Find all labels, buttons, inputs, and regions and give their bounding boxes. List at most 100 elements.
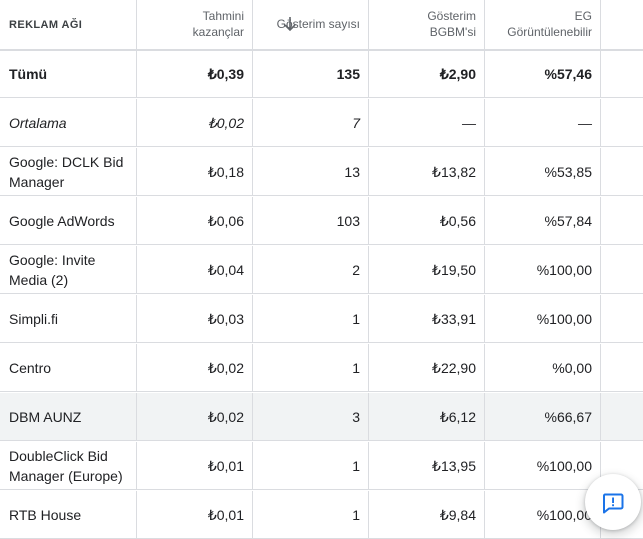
cell-impressions: 1 (253, 491, 369, 539)
cell-impressions: 3 (253, 393, 369, 441)
cell-impressions: 1 (253, 442, 369, 490)
cell-viewable-value: %53,85 (544, 164, 592, 180)
cell-rpm-value: ₺13,95 (432, 458, 476, 474)
cell-earnings: ₺0,18 (137, 148, 253, 196)
cell-earnings-value: ₺0,02 (207, 409, 244, 425)
cell-impressions-value: 1 (352, 360, 360, 376)
cell-name-value: RTB House (9, 507, 82, 523)
cell-viewable: — (485, 99, 601, 147)
cell-earnings-value: ₺0,04 (207, 262, 244, 278)
column-header-rpm[interactable]: Gösterim BGBM'si (369, 0, 485, 49)
cell-rpm-value: ₺19,50 (432, 262, 476, 278)
total-row[interactable]: Tümü ₺0,39 135 ₺2,90 %57,46 (0, 50, 643, 98)
cell-earnings-value: ₺0,06 (207, 213, 244, 229)
cell-impressions-value: 135 (336, 66, 360, 82)
cell-viewable: %100,00 (485, 246, 601, 294)
cell-rpm-value: — (462, 115, 476, 131)
cell-name-value: Ortalama (9, 115, 67, 131)
feedback-icon (603, 493, 624, 514)
cell-name-value: Google: Invite Media (2) (9, 252, 96, 288)
cell-viewable-value: — (578, 115, 592, 131)
cell-viewable-value: %66,67 (544, 409, 592, 425)
table-row[interactable]: Google AdWords ₺0,06 103 ₺0,56 %57,84 (0, 197, 643, 245)
table-row[interactable]: Simpli.fi ₺0,03 1 ₺33,91 %100,00 (0, 295, 643, 343)
column-header-earnings-label: Tahmini kazançlar (192, 9, 244, 39)
cell-earnings: ₺0,01 (137, 442, 253, 490)
cell-viewable: %100,00 (485, 491, 601, 539)
cell-impressions-value: 7 (352, 115, 360, 131)
column-header-rpm-label: Gösterim BGBM'si (427, 9, 476, 39)
cell-name-value: Google: DCLK Bid Manager (9, 154, 124, 190)
cell-earnings-value: ₺0,02 (207, 360, 244, 376)
cell-earnings: ₺0,03 (137, 295, 253, 343)
cell-rpm-value: ₺6,12 (439, 409, 476, 425)
cell-viewable: %66,67 (485, 393, 601, 441)
cell-earnings: ₺0,02 (137, 344, 253, 392)
cell-name-value: Simpli.fi (9, 311, 59, 327)
cell-rpm-value: ₺2,90 (439, 66, 476, 82)
cell-earnings: ₺0,01 (137, 491, 253, 539)
arrow-downward-icon[interactable] (282, 14, 298, 34)
cell-rpm: ₺13,82 (369, 148, 485, 196)
cell-name: DBM AUNZ (0, 393, 137, 441)
cell-viewable-value: %57,46 (544, 66, 592, 82)
cell-impressions: 2 (253, 246, 369, 294)
cell-name-value: DoubleClick Bid Manager (Europe) (9, 448, 123, 484)
cell-name: Google: DCLK Bid Manager (0, 148, 137, 196)
cell-name: DoubleClick Bid Manager (Europe) (0, 442, 137, 490)
cell-earnings-value: ₺0,39 (207, 66, 244, 82)
column-header-viewable-label: EG Görüntülenebilir (507, 9, 592, 39)
cell-earnings-value: ₺0,02 (207, 115, 244, 131)
cell-impressions-value: 1 (352, 311, 360, 327)
cell-name: Tümü (0, 50, 137, 98)
cell-name-value: Tümü (9, 66, 48, 82)
cell-earnings: ₺0,02 (137, 99, 253, 147)
cell-rpm: ₺9,84 (369, 491, 485, 539)
table-row[interactable]: Google: DCLK Bid Manager ₺0,18 13 ₺13,82 %53… (0, 148, 643, 196)
column-header-viewable[interactable]: EG Görüntülenebilir (485, 0, 601, 49)
feedback-button[interactable] (585, 474, 641, 530)
cell-viewable-value: %100,00 (536, 507, 592, 523)
cell-impressions: 103 (253, 197, 369, 245)
table-row[interactable]: DoubleClick Bid Manager (Europe) ₺0,01 1 ₺1… (0, 442, 643, 490)
column-header-network[interactable]: REKLAM AĞI (0, 0, 137, 49)
cell-rpm: ₺13,95 (369, 442, 485, 490)
cell-rpm: ₺2,90 (369, 50, 485, 98)
table-row[interactable]: DBM AUNZ ₺0,02 3 ₺6,12 %66,67 (0, 393, 643, 441)
cell-rpm-value: ₺33,91 (432, 311, 476, 327)
cell-rpm-value: ₺22,90 (432, 360, 476, 376)
table-row[interactable]: Centro ₺0,02 1 ₺22,90 %0,00 (0, 344, 643, 392)
cell-viewable-value: %57,84 (544, 213, 592, 229)
cell-earnings-value: ₺0,01 (207, 458, 244, 474)
cell-impressions: 135 (253, 50, 369, 98)
cell-earnings: ₺0,39 (137, 50, 253, 98)
cell-rpm-value: ₺13,82 (432, 164, 476, 180)
cell-impressions: 7 (253, 99, 369, 147)
cell-viewable: %57,84 (485, 197, 601, 245)
cell-earnings: ₺0,02 (137, 393, 253, 441)
cell-viewable: %53,85 (485, 148, 601, 196)
table-row[interactable]: Google: Invite Media (2) ₺0,04 2 ₺19,50 %100… (0, 246, 643, 294)
cell-impressions-value: 1 (352, 458, 360, 474)
cell-earnings: ₺0,06 (137, 197, 253, 245)
cell-viewable: %100,00 (485, 295, 601, 343)
cell-rpm-value: ₺0,56 (439, 213, 476, 229)
cell-name: Google AdWords (0, 197, 137, 245)
cell-rpm: ₺6,12 (369, 393, 485, 441)
table-header: REKLAM AĞI Tahmini kazançlar Gösterim sa… (0, 0, 643, 51)
column-header-impressions-label: Gösterim sayısı (276, 17, 360, 31)
column-header-earnings[interactable]: Tahmini kazançlar (137, 0, 296, 49)
cell-name-value: Google AdWords (9, 213, 115, 229)
cell-impressions: 13 (253, 148, 369, 196)
cell-earnings-value: ₺0,03 (207, 311, 244, 327)
cell-viewable-value: %100,00 (536, 311, 592, 327)
cell-rpm: — (369, 99, 485, 147)
cell-viewable: %0,00 (485, 344, 601, 392)
column-header-impressions[interactable]: Gösterim sayısı (253, 0, 369, 49)
cell-earnings-value: ₺0,18 (207, 164, 244, 180)
average-row[interactable]: Ortalama ₺0,02 7 — — (0, 99, 643, 147)
table-row[interactable]: RTB House ₺0,01 1 ₺9,84 %100,00 (0, 491, 643, 539)
cell-rpm-value: ₺9,84 (439, 507, 476, 523)
cell-earnings: ₺0,04 (137, 246, 253, 294)
cell-earnings-value: ₺0,01 (207, 507, 244, 523)
